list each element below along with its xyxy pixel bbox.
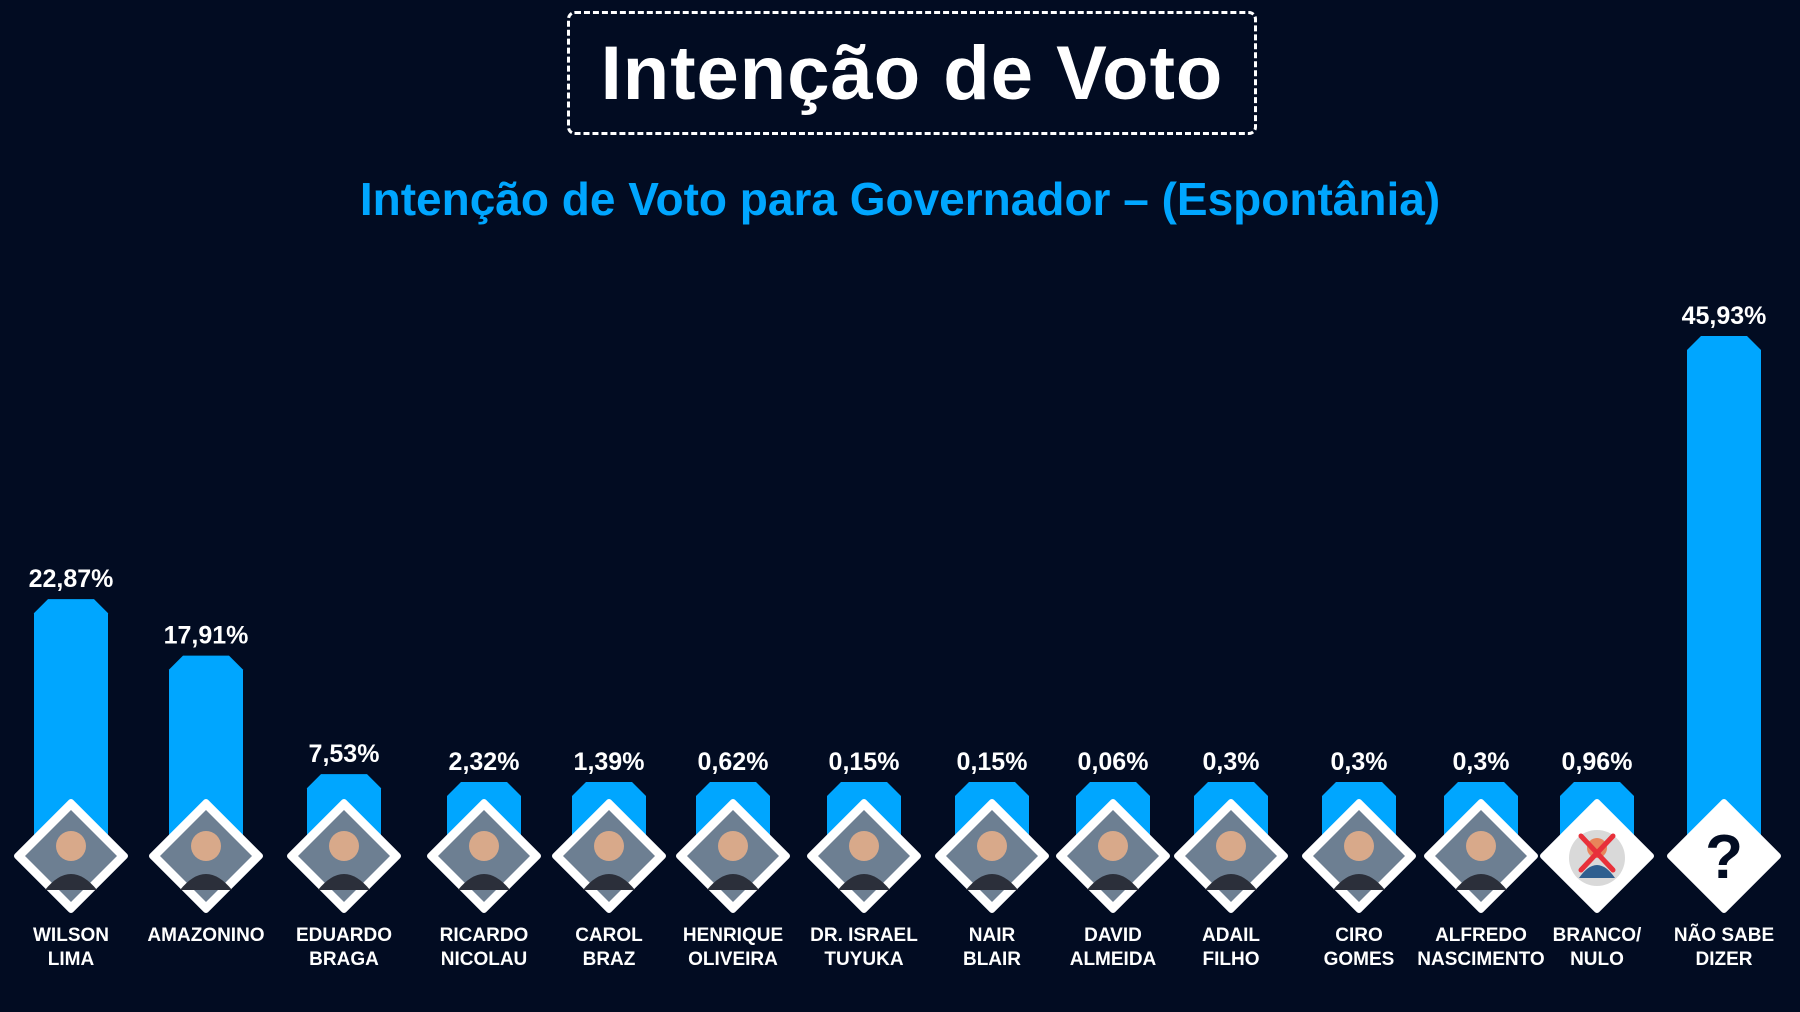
category-label-3-0: RICARDO xyxy=(440,925,529,946)
category-label-2-1: BRAGA xyxy=(309,949,379,970)
category-label-7-0: NAIR xyxy=(969,925,1016,946)
value-label-0: 22,87% xyxy=(29,565,114,593)
category-label-11-1: NASCIMENTO xyxy=(1417,949,1544,970)
category-label-9-1: FILHO xyxy=(1203,949,1260,970)
blank-null-icon-12 xyxy=(1540,799,1654,913)
bar-13 xyxy=(1687,336,1761,860)
category-label-2-0: EDUARDO xyxy=(296,925,392,946)
value-label-7: 0,15% xyxy=(957,748,1028,776)
category-label-10-0: CIRO xyxy=(1335,925,1383,946)
category-label-8-0: DAVID xyxy=(1084,925,1142,946)
value-label-12: 0,96% xyxy=(1562,748,1633,776)
category-label-13-1: DIZER xyxy=(1696,949,1753,970)
question-mark-glyph: ? xyxy=(1705,823,1743,892)
candidate-photo-11 xyxy=(1424,799,1538,913)
category-label-4-0: CAROL xyxy=(575,925,643,946)
category-label-0-1: LIMA xyxy=(48,949,95,970)
page-title: Intenção de Voto xyxy=(600,30,1224,116)
value-label-3: 2,32% xyxy=(449,748,520,776)
category-label-11-0: ALFREDO xyxy=(1435,925,1527,946)
candidate-photo-2 xyxy=(287,799,401,913)
category-label-3-1: NICOLAU xyxy=(441,949,528,970)
category-label-9-0: ADAIL xyxy=(1202,925,1260,946)
candidate-photo-5 xyxy=(676,799,790,913)
value-label-2: 7,53% xyxy=(309,740,380,768)
category-label-7-1: BLAIR xyxy=(963,949,1021,970)
value-label-6: 0,15% xyxy=(829,748,900,776)
value-label-9: 0,3% xyxy=(1203,748,1260,776)
category-label-5-0: HENRIQUE xyxy=(683,925,783,946)
value-label-11: 0,3% xyxy=(1453,748,1510,776)
candidate-photo-0 xyxy=(14,799,128,913)
value-label-10: 0,3% xyxy=(1331,748,1388,776)
category-label-6-0: DR. ISRAEL xyxy=(810,925,918,946)
title-box: Intenção de Voto xyxy=(567,11,1257,135)
value-label-4: 1,39% xyxy=(574,748,645,776)
bar-0 xyxy=(34,599,108,860)
category-label-0-0: WILSON xyxy=(33,925,109,946)
bar-1 xyxy=(169,655,243,860)
category-label-4-1: BRAZ xyxy=(583,949,636,970)
category-label-13-0: NÃO SABE xyxy=(1674,924,1774,946)
candidate-photo-9 xyxy=(1174,799,1288,913)
category-label-12-0: BRANCO/ xyxy=(1553,925,1642,946)
value-label-1: 17,91% xyxy=(164,622,249,650)
candidate-photo-4 xyxy=(552,799,666,913)
category-label-8-1: ALMEIDA xyxy=(1070,949,1157,970)
category-label-6-1: TUYUKA xyxy=(824,949,903,970)
value-label-13: 45,93% xyxy=(1682,302,1767,330)
value-label-8: 0,06% xyxy=(1078,748,1149,776)
category-label-1-0: AMAZONINO xyxy=(147,925,264,946)
candidate-photo-3 xyxy=(427,799,541,913)
category-label-10-1: GOMES xyxy=(1324,949,1395,970)
category-label-12-1: NULO xyxy=(1570,949,1624,970)
category-label-5-1: OLIVEIRA xyxy=(688,949,778,970)
candidate-photo-8 xyxy=(1056,799,1170,913)
candidate-photo-6 xyxy=(807,799,921,913)
chart-subtitle: Intenção de Voto para Governador – (Espo… xyxy=(359,173,1441,225)
candidate-photo-10 xyxy=(1302,799,1416,913)
question-mark-icon-13: ? xyxy=(1667,799,1781,913)
value-label-5: 0,62% xyxy=(698,748,769,776)
candidate-photo-1 xyxy=(149,799,263,913)
candidate-photo-7 xyxy=(935,799,1049,913)
